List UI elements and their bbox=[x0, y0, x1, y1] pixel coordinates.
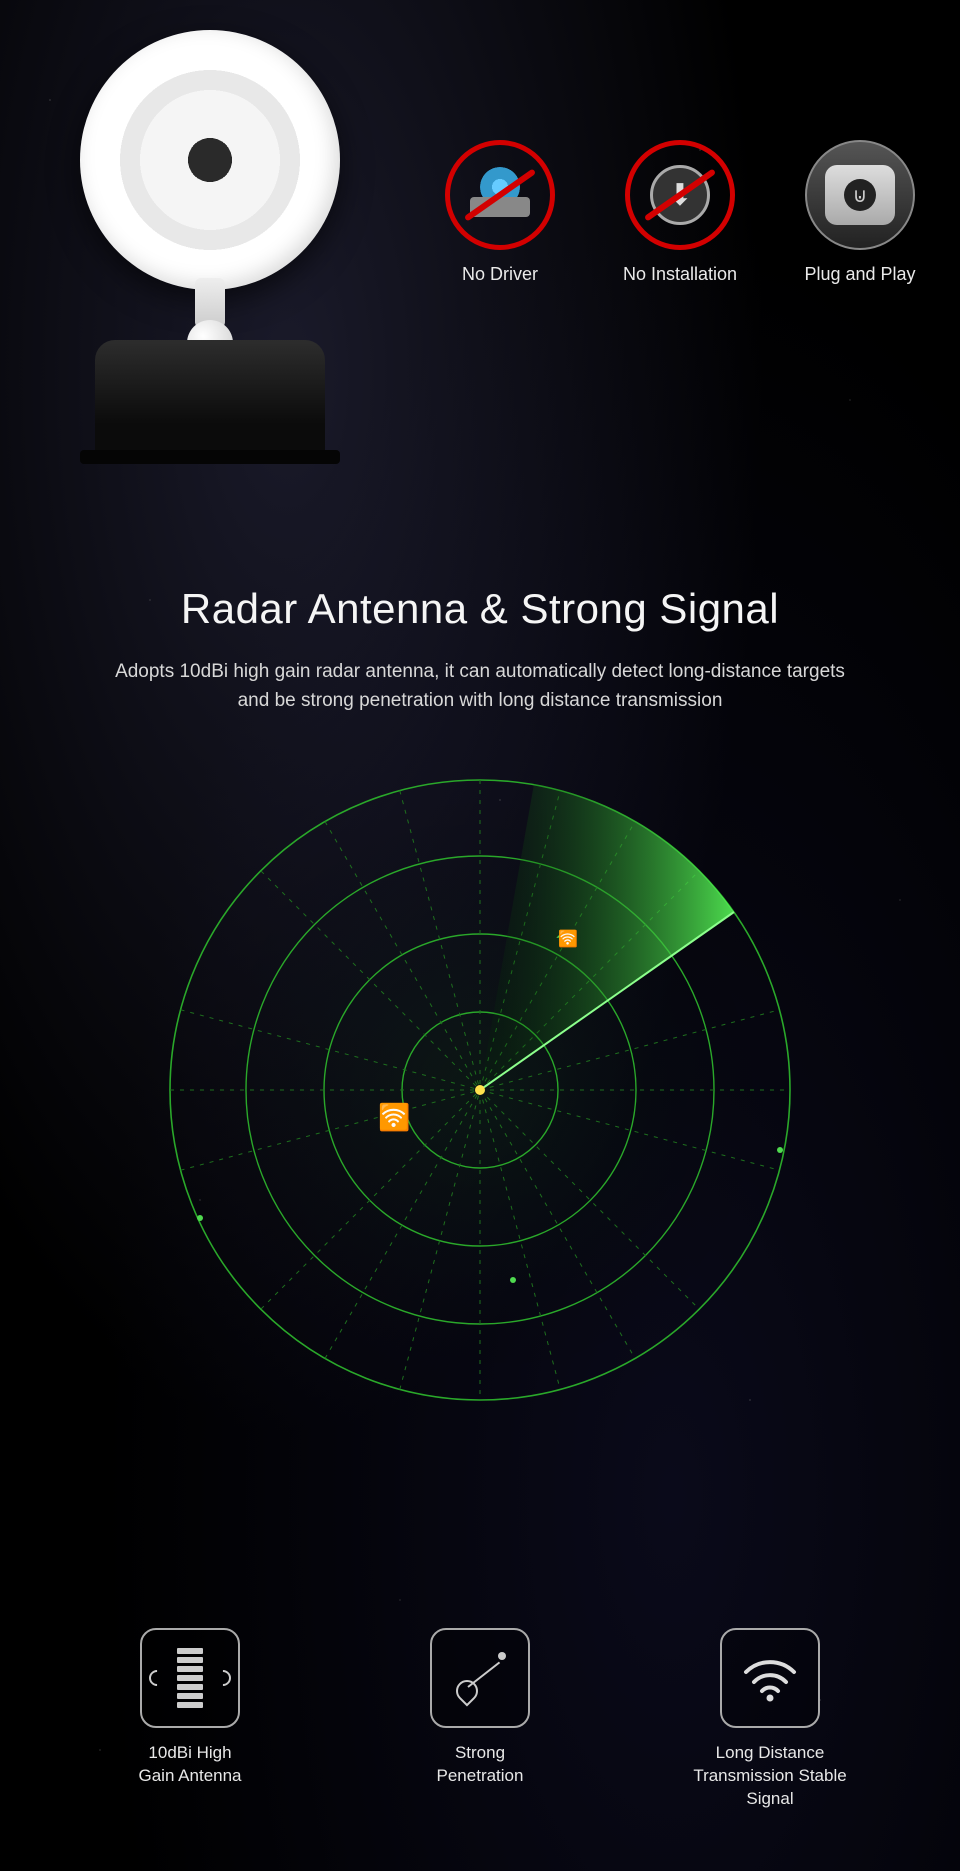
headline-block: Radar Antenna & Strong Signal Adopts 10d… bbox=[0, 585, 960, 716]
bottom-spec-row: 10dBi High Gain Antenna Strong Penetrati… bbox=[0, 1628, 960, 1811]
download-crossed-icon: ⬇ bbox=[625, 140, 735, 250]
svg-text:🛜: 🛜 bbox=[558, 929, 578, 948]
feature-label: Plug and Play bbox=[790, 264, 930, 285]
feature-label: No Driver bbox=[430, 264, 570, 285]
spec-label: Long Distance Transmission Stable Signal bbox=[670, 1742, 870, 1811]
svg-text:🛜: 🛜 bbox=[378, 1102, 410, 1132]
feature-label: No Installation bbox=[610, 264, 750, 285]
feature-plug-and-play: Plug and Play bbox=[790, 140, 930, 285]
spec-gain-antenna: 10dBi High Gain Antenna bbox=[90, 1628, 290, 1811]
page-subtitle: Adopts 10dBi high gain radar antenna, it… bbox=[0, 657, 960, 716]
product-antenna-device bbox=[60, 20, 360, 460]
antenna-tower-icon bbox=[140, 1628, 240, 1728]
spec-label: Strong Penetration bbox=[380, 1742, 580, 1788]
product-base bbox=[95, 340, 325, 460]
spec-penetration: Strong Penetration bbox=[380, 1628, 580, 1811]
penetration-pin-icon bbox=[430, 1628, 530, 1728]
feature-no-installation: ⬇ No Installation bbox=[610, 140, 750, 285]
wifi-waves-icon bbox=[720, 1628, 820, 1728]
radar-diagram: ➶ ➶ 🛜 🛜 bbox=[160, 770, 800, 1410]
page-title: Radar Antenna & Strong Signal bbox=[0, 585, 960, 633]
top-feature-row: No Driver ⬇ No Installation Plug and Pla… bbox=[430, 140, 930, 285]
usb-drive-icon bbox=[805, 140, 915, 250]
feature-no-driver: No Driver bbox=[430, 140, 570, 285]
product-dish bbox=[80, 30, 340, 290]
spec-long-distance: Long Distance Transmission Stable Signal bbox=[670, 1628, 870, 1811]
disc-crossed-icon bbox=[445, 140, 555, 250]
spec-label: 10dBi High Gain Antenna bbox=[90, 1742, 290, 1788]
